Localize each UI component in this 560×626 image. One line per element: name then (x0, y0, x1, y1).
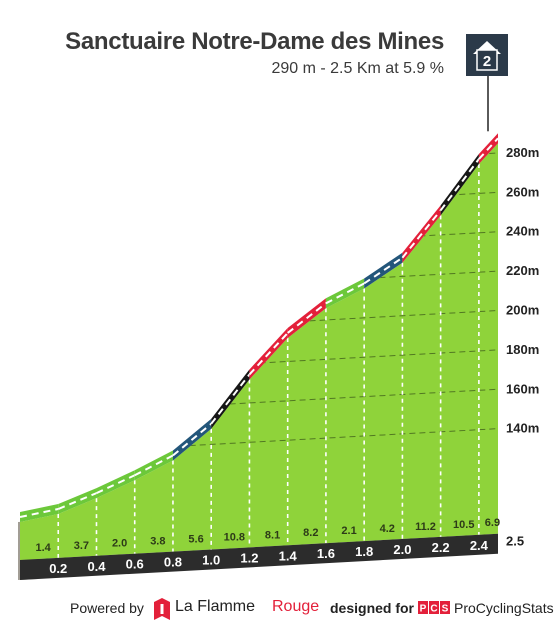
distance-label: 0.8 (164, 555, 182, 570)
procyclingstats-text: ProCyclingStats (454, 600, 554, 616)
elevation-label: 280m (506, 145, 539, 160)
brand-name-part-2: Rouge (272, 598, 320, 615)
segment-centerline (172, 423, 212, 457)
gradient-label: 4.2 (380, 523, 395, 535)
gradient-label: 8.1 (265, 529, 280, 541)
segment-centerline (287, 302, 327, 334)
svg-text:C: C (430, 604, 437, 615)
gradient-label: 1.4 (35, 542, 51, 554)
distance-end-label: 2.5 (506, 534, 524, 549)
segment-top-10.5 (440, 154, 479, 216)
gradient-label: 2.0 (112, 538, 127, 550)
distance-label: 1.0 (202, 552, 220, 567)
category-number: 2 (483, 53, 491, 70)
distance-label: 1.4 (279, 548, 298, 563)
elevation-label: 160m (506, 381, 539, 396)
category-number-box (476, 49, 498, 71)
gradient-label: 2.1 (341, 525, 356, 537)
distance-label: 2.2 (432, 540, 450, 555)
segment-centerline (439, 158, 480, 211)
distance-label: 2.0 (393, 542, 411, 557)
segment-centerline (19, 508, 59, 519)
distance-label: 1.6 (317, 546, 335, 561)
distance-label: 1.2 (240, 550, 258, 565)
elevation-label: 200m (506, 303, 539, 318)
pcs-logo-icon: P C S (418, 601, 450, 614)
gradient-label: 10.8 (224, 531, 245, 543)
svg-text:P: P (420, 604, 427, 615)
gridline-260 (20, 191, 498, 220)
segment-top-3.7 (58, 488, 97, 515)
elevation-label: 140m (506, 421, 539, 436)
distance-label: 0.2 (49, 561, 67, 576)
segment-top-4.2 (364, 252, 403, 289)
segment-centerline (57, 492, 97, 510)
brand-name-part-1: La Flamme (175, 598, 256, 615)
gradient-label: 8.2 (303, 527, 318, 539)
elevation-label: 240m (506, 224, 539, 239)
distance-strip (20, 533, 498, 580)
distance-label: 0.4 (87, 559, 106, 574)
elevation-label: 180m (506, 342, 539, 357)
distance-label: 0.6 (126, 557, 144, 572)
segment-centerline (478, 137, 499, 160)
distance-label: 2.4 (470, 538, 489, 553)
la-flamme-rouge-logo-icon (154, 598, 170, 620)
gradient-label: 3.8 (150, 536, 165, 548)
svg-text:S: S (442, 604, 449, 615)
profile-area (20, 143, 498, 561)
segment-top-10.8 (211, 369, 250, 429)
segment-centerline (248, 332, 289, 376)
segment-top-1.4 (20, 504, 59, 523)
distance-label: 1.8 (355, 544, 373, 559)
climb-subtitle: 290 m - 2.5 Km at 5.9 % (271, 60, 444, 77)
designed-for-text: designed for (330, 600, 415, 616)
powered-by-text: Powered by (70, 600, 144, 616)
elevation-profile-chart: 1.4 3.7 2.0 3.8 5.6 10.8 8.1 8.2 2.1 4.2 11.2 10.5 6… (18, 34, 539, 580)
segment-centerline (401, 209, 442, 259)
elevation-label: 220m (506, 263, 539, 278)
gradient-label: 10.5 (453, 519, 474, 531)
gradient-label: 11.2 (415, 521, 436, 533)
gradient-label: 3.7 (74, 540, 89, 552)
segment-centerline (363, 256, 403, 285)
gradient-label: 5.6 (188, 534, 203, 546)
footer: Powered by La Flamme Rouge designed for … (0, 596, 560, 626)
segment-top-2.0 (96, 470, 135, 499)
segment-centerline (210, 373, 251, 425)
gridline-280 (20, 152, 498, 180)
segment-top-3.8 (134, 450, 173, 481)
segment-top-2.1 (325, 278, 365, 309)
elevation-label: 260m (506, 184, 539, 199)
climb-title: Sanctuaire Notre-Dame des Mines (65, 28, 444, 55)
gradient-label: 6.9 (485, 517, 500, 529)
